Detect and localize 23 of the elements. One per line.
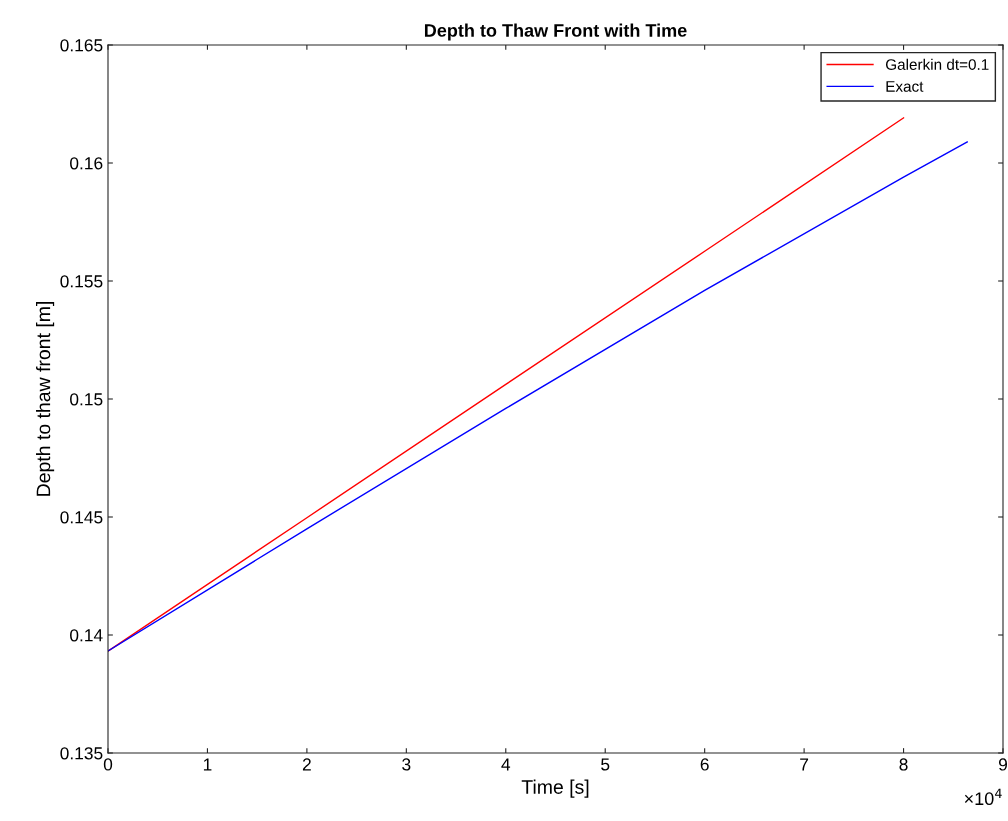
y-tick-label: 0.14 <box>70 629 103 642</box>
y-tick-label: 0.15 <box>70 393 103 406</box>
legend-label: Galerkin dt=0.1 <box>885 58 989 70</box>
y-tick-label: 0.155 <box>60 275 103 288</box>
x-axis-title: Time [s] <box>521 779 589 798</box>
x-tick-label: 8 <box>899 758 908 771</box>
y-tick-label: 0.16 <box>70 157 103 170</box>
legend-label: Exact <box>886 81 924 92</box>
text: ×10$^{4}$ <box>964 788 1002 806</box>
x-tick-label: 2 <box>302 758 311 771</box>
x-tick-label: 7 <box>800 758 809 771</box>
x-tick-label: 3 <box>402 758 411 771</box>
chart-title: Depth to Thaw Front with Time <box>424 23 687 41</box>
x-tick-label: 4 <box>501 758 511 771</box>
y-axis-title: Depth to thaw front [m] <box>36 302 55 496</box>
y-tick-label: 0.165 <box>60 39 103 52</box>
x-tick-label: 6 <box>700 758 709 771</box>
x-tick-label: 5 <box>601 758 610 771</box>
x-tick-label: 9 <box>998 758 1008 771</box>
y-tick-label: 0.145 <box>60 511 103 524</box>
x-tick-label: 1 <box>203 758 212 771</box>
x-tick-label: 0 <box>103 758 113 771</box>
y-tick-label: 0.135 <box>60 747 103 760</box>
